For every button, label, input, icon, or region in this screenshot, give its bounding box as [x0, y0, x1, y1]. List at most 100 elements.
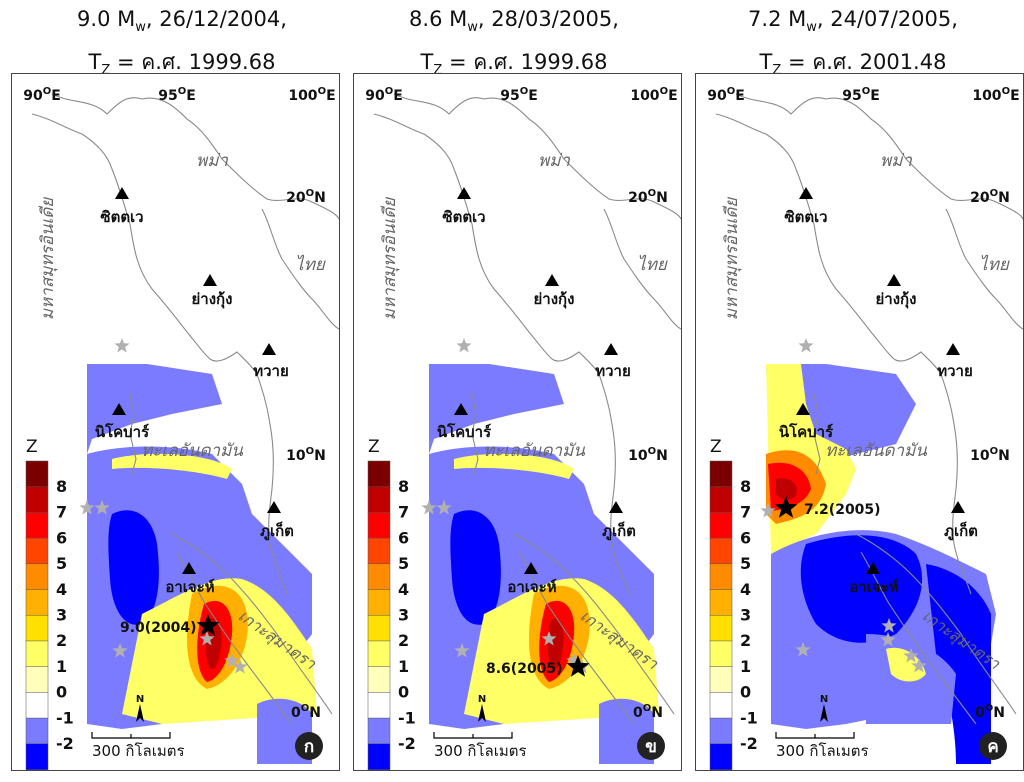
- legend-swatch-5: [709, 589, 733, 616]
- legend-tick-6: 6: [740, 528, 751, 547]
- legend-tick-7: 7: [398, 503, 409, 522]
- city-marker-phuket: [609, 501, 623, 513]
- scale-bar: 300 กิโลเมตร: [91, 732, 185, 760]
- scale-bar: 300 กิโลเมตร: [775, 732, 869, 760]
- main-event-label: 8.6(2005): [486, 661, 563, 677]
- legend-tick-4: 4: [740, 580, 751, 599]
- z-blob-dark: [776, 478, 797, 500]
- north-arrow: N: [136, 694, 144, 722]
- gray-event-star-4: [566, 653, 582, 668]
- north-arrow-icon: [136, 704, 144, 722]
- legend-swatch-3: [25, 537, 49, 565]
- legend-swatch-11: [25, 743, 49, 770]
- gray-event-star-0: [114, 338, 130, 353]
- legend-swatch-10: [25, 717, 49, 745]
- north-arrow-icon: [820, 704, 828, 722]
- gray-event-star-6: [911, 658, 927, 673]
- scale-bar: 300 กิโลเมตร: [433, 732, 527, 760]
- city-label-yangon: ย่างกุ้ง: [192, 290, 233, 309]
- z-strip-yellow: [112, 453, 232, 479]
- panel-badge-label: ค: [987, 737, 998, 757]
- gray-event-star-3: [112, 643, 128, 658]
- city-marker-yangon: [203, 274, 217, 286]
- city-label-phuket: ภูเก็ต: [602, 521, 636, 541]
- map-layer: 90OE 95OE 100OE 20ON 10ON 0ON พม่าไทยทะเลอันดา…: [23, 86, 339, 770]
- city-marker-sittwe: [457, 187, 471, 199]
- legend-swatch-10: [367, 717, 391, 745]
- gray-event-star-0: [456, 338, 472, 353]
- panel-badge: [295, 732, 323, 760]
- coastline-4: [813, 393, 821, 475]
- legend-tick-6: 6: [398, 528, 409, 547]
- lat-label-10: 10ON: [286, 446, 326, 464]
- z-blob-dark: [547, 618, 564, 670]
- lon-label-100: 100OE: [630, 86, 677, 104]
- legend-tick--2: -2: [740, 734, 758, 753]
- main-event-star: [566, 655, 590, 677]
- gray-event-star-6: [199, 631, 215, 646]
- legend-swatch-4: [709, 563, 733, 591]
- legend-swatch-7: [25, 640, 49, 668]
- legend-swatch-5: [25, 589, 49, 616]
- label-myanmar: พม่า: [880, 151, 912, 171]
- legend-swatch-11: [367, 743, 391, 770]
- lon-label-90: 90OE: [707, 86, 745, 104]
- legend-tick-0: 0: [56, 683, 67, 702]
- legend-tick--2: -2: [56, 734, 74, 753]
- city-label-yangon: ย่างกุ้ง: [876, 290, 917, 309]
- label-indian-ocean: มหาสมุทรอินเดีย: [722, 197, 742, 321]
- label-andaman-sea: ทะเลอันดามัน: [825, 441, 927, 461]
- panel-c-title: 7.2 Mw, 24/07/2005, TZ = ค.ศ. 2001.48: [748, 7, 958, 79]
- legend-tick-1: 1: [398, 657, 409, 676]
- legend-swatch-1: [367, 486, 391, 513]
- lat-label-0: 0ON: [633, 703, 663, 721]
- coastline-1: [551, 351, 630, 595]
- coastline-0: [31, 113, 211, 360]
- lon-label-90: 90OE: [23, 86, 61, 104]
- coastline-3: [603, 208, 681, 330]
- legend-swatch-6: [709, 614, 733, 642]
- gray-event-star-5: [903, 648, 919, 663]
- legend-swatch-2: [25, 512, 49, 539]
- legend-swatch-9: [367, 692, 391, 719]
- city-marker-dawei: [604, 343, 618, 355]
- city-label-nicobar: นิโคบาร์: [779, 422, 834, 441]
- legend-tick-4: 4: [398, 580, 409, 599]
- legend-swatch-5: [367, 589, 391, 616]
- scale-bar-line: [91, 732, 171, 739]
- city-label-sittwe: ซิตตเว: [442, 208, 485, 226]
- legend-swatch-0: [367, 460, 391, 488]
- coastline-5: [171, 533, 333, 715]
- coastline-1: [209, 351, 288, 595]
- city-label-yangon: ย่างกุ้ง: [534, 290, 575, 309]
- coastline-2: [735, 93, 1023, 220]
- city-marker-aceh: [866, 562, 880, 574]
- lon-label-90: 90OE: [365, 86, 403, 104]
- lon-label-100: 100OE: [288, 86, 335, 104]
- main-event-star: [774, 496, 798, 518]
- legend-swatch-8: [25, 666, 49, 693]
- legend-swatch-8: [709, 666, 733, 693]
- gray-event-star-1: [760, 503, 776, 518]
- map-canvas-b: 90OE 95OE 100OE 20ON 10ON 0ON พม่าไทยทะเลอันดา…: [365, 86, 681, 770]
- legend-swatch-4: [367, 563, 391, 591]
- north-arrow-icon: [478, 704, 486, 722]
- gray-event-star-4: [224, 653, 240, 668]
- z-blob-deep2: [926, 564, 991, 764]
- legend-title: Z: [368, 437, 380, 457]
- city-marker-nicobar: [112, 403, 126, 415]
- city-label-aceh: อาเจะห์: [165, 578, 214, 596]
- coastline-4: [471, 393, 479, 475]
- gray-event-star-3: [454, 643, 470, 658]
- coastline-3: [261, 208, 339, 330]
- north-arrow-label: N: [820, 694, 828, 705]
- legend-tick-3: 3: [398, 606, 409, 625]
- legend-swatch-8: [367, 666, 391, 693]
- map-panel-b: 90OE 95OE 100OE 20ON 10ON 0ON พม่า ไทย ทะเลอันดา…: [353, 73, 682, 771]
- scale-bar-label: 300 กิโลเมตร: [776, 742, 869, 760]
- z-blob-deep: [108, 510, 159, 625]
- city-marker-nicobar: [796, 403, 810, 415]
- panel-badge-label: ก: [304, 737, 314, 757]
- legend-tick-8: 8: [398, 477, 409, 496]
- lon-label-95: 95OE: [158, 86, 196, 104]
